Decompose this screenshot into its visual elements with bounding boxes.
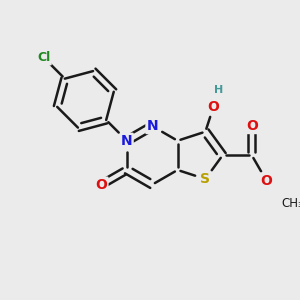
Text: H: H: [214, 85, 224, 95]
Text: S: S: [200, 172, 210, 186]
Text: O: O: [246, 119, 258, 133]
Text: N: N: [146, 119, 158, 133]
Text: O: O: [96, 178, 107, 192]
Text: Cl: Cl: [38, 52, 51, 64]
Text: N: N: [121, 134, 133, 148]
Text: O: O: [260, 174, 272, 188]
Text: O: O: [208, 100, 220, 114]
Text: CH₃: CH₃: [281, 197, 300, 210]
